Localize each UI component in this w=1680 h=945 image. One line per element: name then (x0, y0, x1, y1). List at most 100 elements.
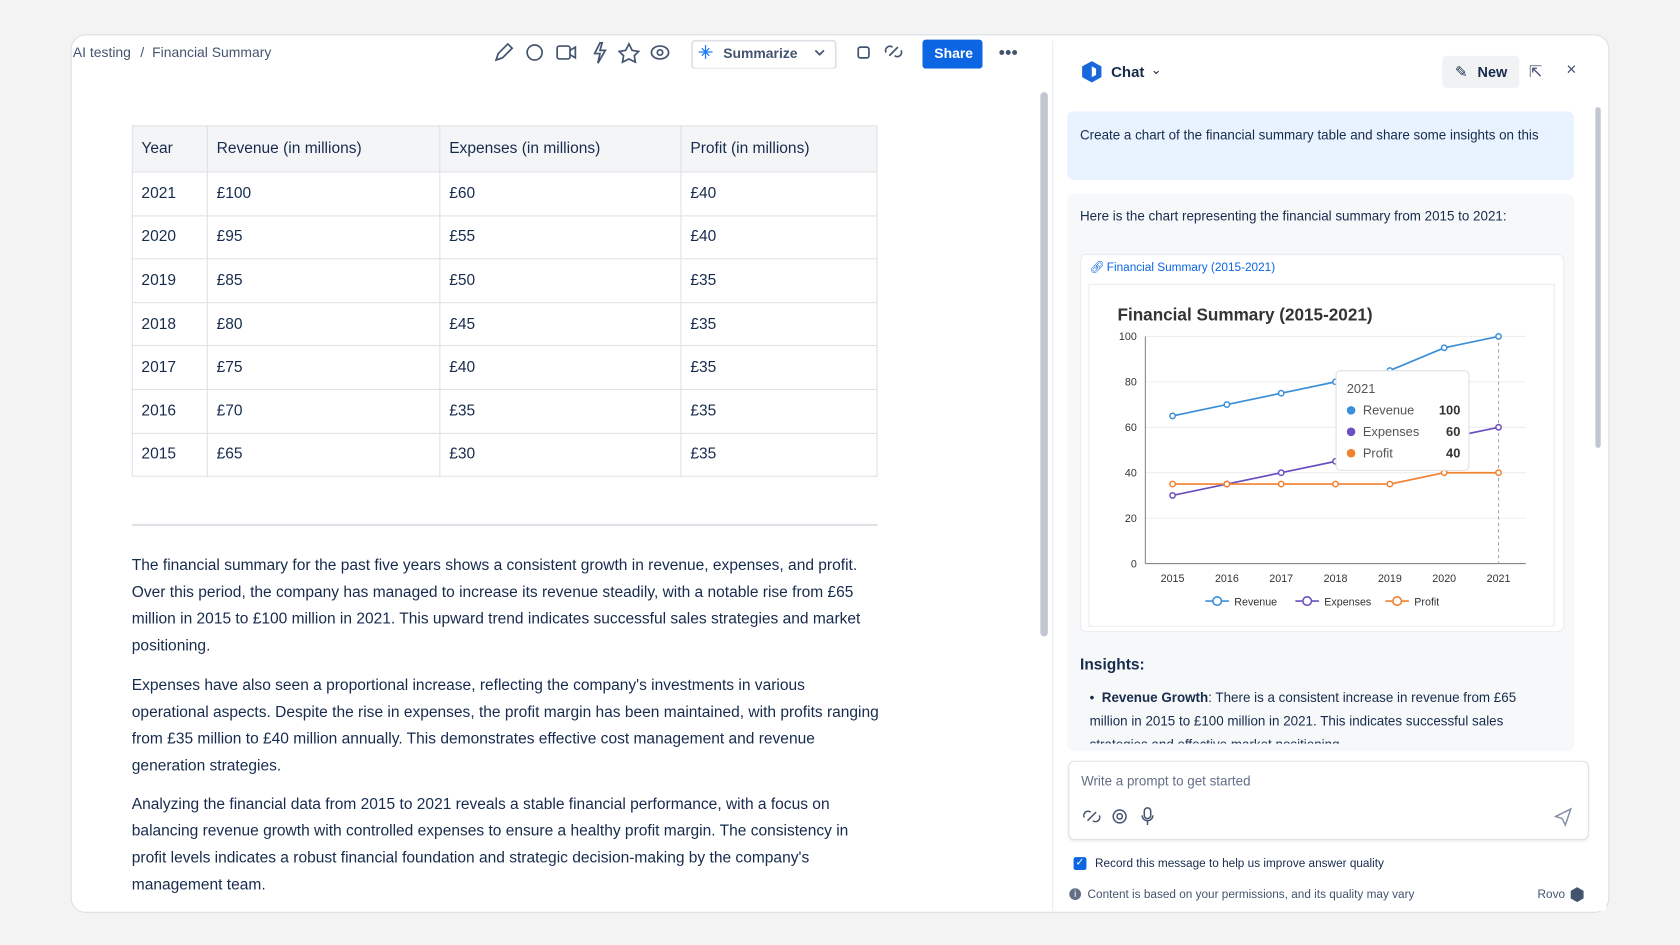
scrollbar[interactable] (1040, 92, 1048, 637)
table-cell: £35 (680, 301, 878, 347)
x-tick-label: 2019 (1378, 573, 1402, 585)
table-cell: £65 (206, 432, 441, 477)
chat-title[interactable]: Chat (1111, 63, 1145, 81)
divider (131, 523, 878, 527)
comment-icon[interactable] (526, 44, 544, 61)
share-button[interactable] (922, 39, 983, 69)
edit-icon[interactable] (494, 42, 514, 62)
open-external[interactable]: ⇱ (1528, 63, 1543, 82)
record-checkbox[interactable]: ✓ (1073, 857, 1087, 871)
header-cell: Profit (in millions) (680, 125, 878, 173)
table-cell: £85 (206, 258, 441, 303)
x-tick-label: 2015 (1161, 573, 1185, 585)
table-cell: £35 (680, 345, 878, 390)
point (1277, 469, 1285, 477)
chart-card (1080, 253, 1565, 633)
chart: Financial Summary (2015-2021) 0 20 40 60 80 10… (1088, 283, 1555, 627)
record-label[interactable]: Record this message to help us improve a… (1095, 857, 1384, 871)
prompt-box[interactable] (1068, 760, 1589, 841)
point (1223, 401, 1231, 409)
share-label[interactable]: Share (934, 45, 974, 62)
legend-marker (1302, 595, 1313, 607)
breadcrumb-item[interactable]: AI testing (72, 43, 131, 61)
send-icon[interactable] (1553, 807, 1573, 827)
video-icon[interactable] (556, 45, 571, 60)
y-tick-label: 40 (1125, 467, 1137, 479)
close-button[interactable]: × (1566, 61, 1577, 80)
tooltip-name: Profit (1363, 446, 1393, 461)
new-label[interactable]: New (1477, 64, 1508, 81)
paragraph: The financial summary for the past five … (131, 557, 861, 655)
watch-icon[interactable] (650, 45, 670, 60)
point (1223, 480, 1231, 488)
table-cell: £45 (439, 301, 682, 347)
tooltip-value: 100 (1439, 403, 1460, 418)
header-cell: Revenue (in millions) (206, 125, 441, 173)
mic-icon[interactable] (1143, 807, 1152, 820)
rovo-logo (1082, 61, 1102, 83)
new-icon: ✎ (1455, 63, 1468, 81)
insight-item: • Revenue Growth: There is a consistent … (1090, 686, 1551, 744)
y-tick-label: 20 (1125, 513, 1137, 525)
tooltip-name: Expenses (1363, 424, 1419, 439)
table-cell: £60 (439, 171, 682, 216)
point (1332, 480, 1339, 488)
insights-heading: Insights: (1080, 656, 1145, 674)
table-cell: £100 (206, 171, 441, 216)
y-tick-label: 100 (1119, 331, 1137, 343)
user-bubble (1067, 111, 1574, 181)
point (1495, 333, 1502, 340)
new-button[interactable] (1442, 55, 1520, 88)
legend-marker (1392, 595, 1403, 607)
breadcrumb-item[interactable]: Financial Summary (152, 43, 272, 61)
table-row: 2018 £80 £45 £35 (131, 301, 878, 347)
restrict-icon[interactable] (857, 46, 870, 59)
legend-label: Profit (1414, 596, 1439, 608)
y-tick-label: 80 (1125, 377, 1137, 389)
tooltip-title: 2021 (1347, 381, 1376, 396)
dropdown-icon[interactable] (814, 49, 825, 56)
table-cell: £95 (206, 214, 441, 260)
x-tick-label: 2021 (1487, 573, 1511, 585)
x-tick-label: 2020 (1432, 573, 1456, 585)
table-cell: 2017 (131, 345, 209, 390)
tooltip-value: 40 (1446, 446, 1460, 461)
mention-icon[interactable] (1112, 809, 1127, 824)
tooltip (1335, 370, 1470, 471)
financial-table: Year Revenue (in millions) Expenses (in mi… (131, 125, 878, 477)
table-cell: £50 (439, 258, 682, 303)
point (1169, 412, 1176, 420)
chat-scrollbar[interactable] (1595, 107, 1601, 448)
table-cell: £35 (439, 388, 682, 434)
prompt-placeholder[interactable]: Write a prompt to get started (1081, 773, 1251, 789)
chart-title: Financial Summary (2015-2021) (1118, 304, 1373, 324)
star-icon[interactable] (617, 42, 641, 64)
tooltip-value: 60 (1446, 424, 1460, 439)
x-tick-label: 2016 (1215, 573, 1239, 585)
y-tick-label: 0 (1131, 558, 1137, 570)
table-cell: £35 (680, 432, 878, 477)
header-cell: Year (131, 125, 209, 173)
summarize-button[interactable] (691, 39, 837, 69)
table-cell: £30 (439, 432, 682, 477)
table-cell: 2018 (131, 301, 209, 347)
x-tick-label: 2018 (1324, 573, 1348, 585)
attach-icon[interactable] (1083, 810, 1101, 823)
table-cell: £70 (206, 388, 441, 434)
bolt-icon[interactable] (593, 42, 607, 64)
link-icon[interactable] (884, 45, 903, 58)
point (1169, 492, 1176, 499)
legend-marker (1212, 595, 1223, 607)
table-cell: £80 (206, 301, 441, 347)
chat-dropdown[interactable]: ⌄ (1150, 62, 1162, 78)
info-icon: i (1069, 888, 1082, 901)
table-row: 2015 £65 £30 £35 (131, 432, 878, 477)
tooltip-dot (1346, 448, 1356, 458)
summarize-label[interactable]: Summarize (723, 45, 798, 62)
table-cell: £40 (439, 345, 682, 390)
table-row: 2020 £95 £55 £40 (131, 214, 878, 260)
table-cell: 2019 (131, 258, 209, 303)
paragraph: Analyzing the financial data from 2015 t… (131, 796, 849, 894)
chart-link[interactable]: Financial Summary (2015-2021) (1106, 261, 1276, 275)
